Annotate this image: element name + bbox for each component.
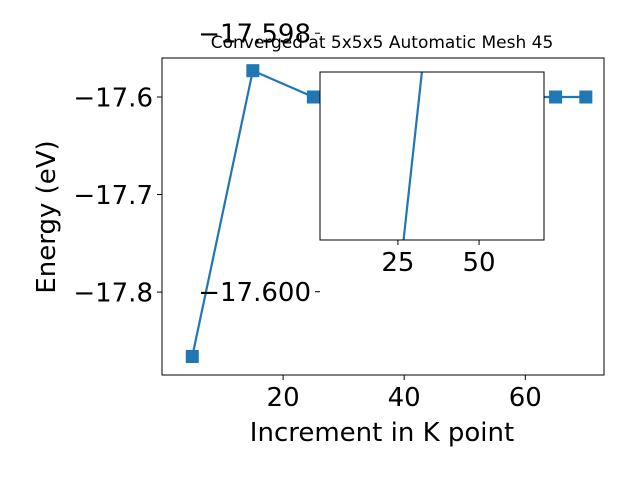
inset-y-tick-label: −17.600	[198, 278, 311, 308]
main-data-point	[549, 90, 563, 104]
main-y-tick-label: −17.8	[73, 278, 153, 308]
inset-plot-area	[320, 72, 544, 240]
main-x-tick-label: 60	[509, 383, 542, 413]
main-data-point	[306, 90, 320, 104]
main-data-point	[246, 64, 260, 78]
y-axis-label: Energy (eV)	[32, 140, 62, 293]
x-axis-label: Increment in K point	[250, 418, 514, 448]
main-y-tick-label: −17.6	[73, 83, 153, 113]
chart-title: Converged at 5x5x5 Automatic Mesh 45	[211, 33, 554, 53]
main-x-tick-label: 40	[388, 383, 421, 413]
inset-plot: 25 50 −17.600 −17.598	[198, 20, 545, 308]
inset-x-tick-label: 25	[381, 248, 414, 278]
main-y-tick-label: −17.7	[73, 181, 153, 211]
main-frame	[161, 57, 605, 376]
inset-x-tick-label: 50	[463, 248, 496, 278]
main-data-point	[579, 90, 593, 104]
main-data-point	[185, 349, 199, 363]
inset-frame	[319, 71, 545, 241]
inset-y-tick-label: −17.598	[198, 20, 311, 50]
main-x-tick-label: 20	[267, 383, 300, 413]
